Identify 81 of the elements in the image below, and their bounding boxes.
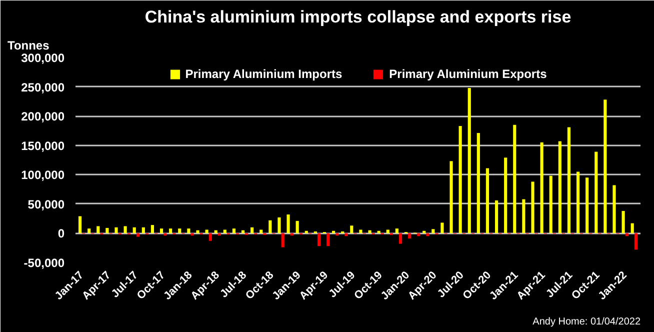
- bar: [476, 133, 480, 234]
- y-tick-label: 0: [58, 226, 65, 241]
- bar: [114, 227, 118, 234]
- y-tick-label: 100,000: [21, 168, 65, 182]
- bar: [78, 216, 82, 234]
- bar: [205, 230, 208, 234]
- bar: [142, 227, 145, 234]
- bar: [290, 233, 294, 236]
- y-tick-label: -50,000: [24, 256, 65, 270]
- bar: [88, 228, 91, 234]
- bar: [190, 233, 194, 236]
- bar: [426, 233, 430, 236]
- bar: [336, 233, 339, 236]
- y-tick-label: 200,000: [21, 110, 65, 124]
- bar: [232, 228, 236, 234]
- bar: [513, 124, 516, 234]
- bar: [504, 158, 508, 234]
- bar: [622, 210, 625, 234]
- bar: [326, 233, 330, 246]
- bar: [296, 220, 299, 234]
- bar: [150, 225, 154, 234]
- bar: [223, 230, 226, 234]
- bar: [540, 142, 544, 234]
- text: Andy Home: 01/04/2022: [532, 316, 641, 328]
- chart-title: China's aluminium imports collapse and exports rise: [144, 8, 572, 26]
- bar: [164, 233, 167, 236]
- bar: [408, 233, 412, 238]
- bar: [486, 168, 490, 234]
- bar: [630, 223, 634, 234]
- bar: [522, 199, 526, 234]
- bar: [440, 222, 444, 234]
- bar: [286, 214, 290, 234]
- bar: [160, 228, 164, 234]
- bar: [208, 233, 212, 241]
- bar: [350, 226, 354, 234]
- bar: [278, 217, 281, 234]
- y-axis-title: Tonnes: [8, 38, 50, 52]
- bar: [386, 230, 390, 234]
- bar: [458, 126, 462, 234]
- bar: [612, 185, 616, 234]
- legend-label: Primary Aluminium Exports: [389, 67, 547, 81]
- bar: [576, 172, 580, 234]
- bar: [281, 233, 284, 248]
- bar: [432, 229, 435, 234]
- bar: [196, 230, 200, 234]
- bar: [124, 226, 127, 234]
- bar: [344, 233, 348, 236]
- bar: [625, 233, 628, 236]
- bar: [318, 233, 321, 246]
- bar: [417, 233, 420, 236]
- bar: [136, 233, 140, 237]
- bar: [250, 227, 254, 234]
- legend-label: Primary Aluminium Imports: [185, 67, 342, 81]
- bar: [260, 230, 263, 234]
- bar: [395, 228, 398, 234]
- bar: [96, 226, 100, 234]
- bar: [169, 228, 172, 234]
- bar: [132, 227, 136, 234]
- bar: [494, 200, 498, 234]
- bar: [531, 182, 534, 234]
- bar: [468, 88, 471, 234]
- bar: [178, 228, 182, 234]
- bar: [368, 230, 372, 234]
- y-tick-label: 50,000: [28, 197, 65, 212]
- bar: [268, 220, 272, 234]
- bar: [187, 228, 190, 234]
- y-tick-label: 150,000: [21, 138, 65, 153]
- bar: [567, 127, 571, 234]
- bar: [594, 152, 598, 234]
- bar: [450, 161, 453, 234]
- bar: [218, 233, 222, 236]
- y-tick-label: 250,000: [21, 80, 65, 94]
- bar: [549, 176, 552, 234]
- y-tick-label: 300,000: [21, 51, 65, 65]
- bar: [359, 230, 362, 234]
- bar: [634, 233, 638, 250]
- bar: [558, 141, 562, 234]
- bar: [399, 233, 402, 244]
- bar: [604, 100, 607, 234]
- bar: [106, 228, 109, 234]
- bar: [586, 178, 589, 234]
